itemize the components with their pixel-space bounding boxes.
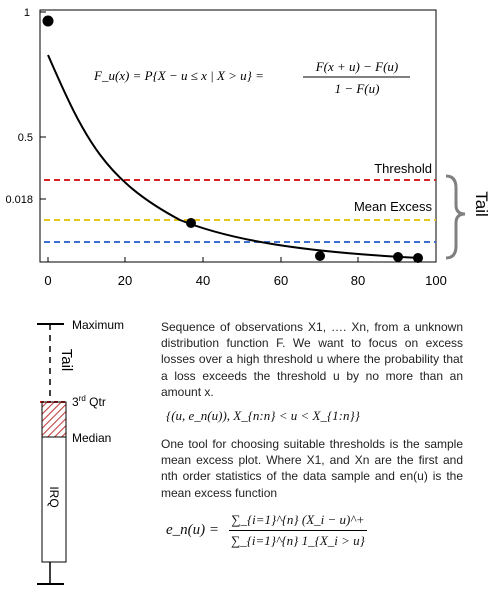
- data-point: [315, 251, 325, 261]
- box-tail-label: Tail: [58, 349, 75, 372]
- mef-numerator: ∑_{i=1}^{n} (X_i − u)^+: [229, 512, 367, 531]
- x-tick-label: 100: [425, 273, 447, 288]
- data-point: [42, 15, 54, 27]
- mean-excess-paragraph: One tool for choosing suitable threshold…: [161, 437, 463, 500]
- hatch-fill: [42, 402, 66, 437]
- decay-curve: [47, 54, 421, 259]
- tail-label: Tail: [472, 191, 488, 217]
- data-point: [186, 218, 196, 228]
- mean-excess-label: Mean Excess: [354, 199, 433, 214]
- x-tick-label: 0: [44, 273, 51, 288]
- data-point: [413, 253, 423, 263]
- conditional-excess-formula: F_u(x) = P{X − u ≤ x | X > u} = F(x + u)…: [93, 59, 410, 96]
- iqr-box: [41, 401, 67, 563]
- x-tick-label: 40: [196, 273, 210, 288]
- threshold-label: Threshold: [374, 161, 432, 176]
- median-label: Median: [72, 431, 111, 445]
- intro-paragraph: Sequence of observations X1, …. Xn, from…: [161, 320, 463, 399]
- mef-denominator: ∑_{i=1}^{n} 1_{X_i > u}: [230, 533, 365, 548]
- tail-brace: [445, 174, 466, 260]
- y-tick-label: 1: [24, 7, 30, 19]
- formula-lhs: F_u(x) = P{X − u ≤ x | X > u} =: [93, 68, 264, 83]
- third-quartile-label: 3rd Qtr: [72, 394, 106, 409]
- x-tick-label: 20: [118, 273, 132, 288]
- threshold-set-formula: {(u, e_n(u)), X_{n:n} < u < X_{1:n}}: [166, 408, 360, 423]
- x-tick-label: 60: [274, 273, 288, 288]
- mean-excess-function-formula: e_n(u) = ∑_{i=1}^{n} (X_i − u)^+ ∑_{i=1}…: [166, 512, 367, 549]
- y-tick-label: 0.5: [18, 132, 33, 144]
- mef-lhs: e_n(u) =: [166, 522, 220, 538]
- box-plot: Maximum Tail 3rd Qtr Median IRQ: [37, 318, 124, 585]
- formula-denominator: 1 − F(u): [335, 81, 380, 96]
- y-tick-label: 0.018: [5, 194, 33, 206]
- data-point: [393, 252, 403, 262]
- plot-frame: [39, 9, 437, 263]
- mean-excess-plot: 1 0.5 0.018 0 20 40 60 80 100 Threshold …: [5, 7, 488, 288]
- x-tick-label: 80: [351, 273, 365, 288]
- maximum-label: Maximum: [72, 318, 124, 332]
- iqr-label: IRQ: [47, 486, 61, 507]
- mef-fraction: ∑_{i=1}^{n} (X_i − u)^+ ∑_{i=1}^{n} 1_{X…: [229, 512, 367, 549]
- formula-numerator: F(x + u) − F(u): [315, 59, 399, 74]
